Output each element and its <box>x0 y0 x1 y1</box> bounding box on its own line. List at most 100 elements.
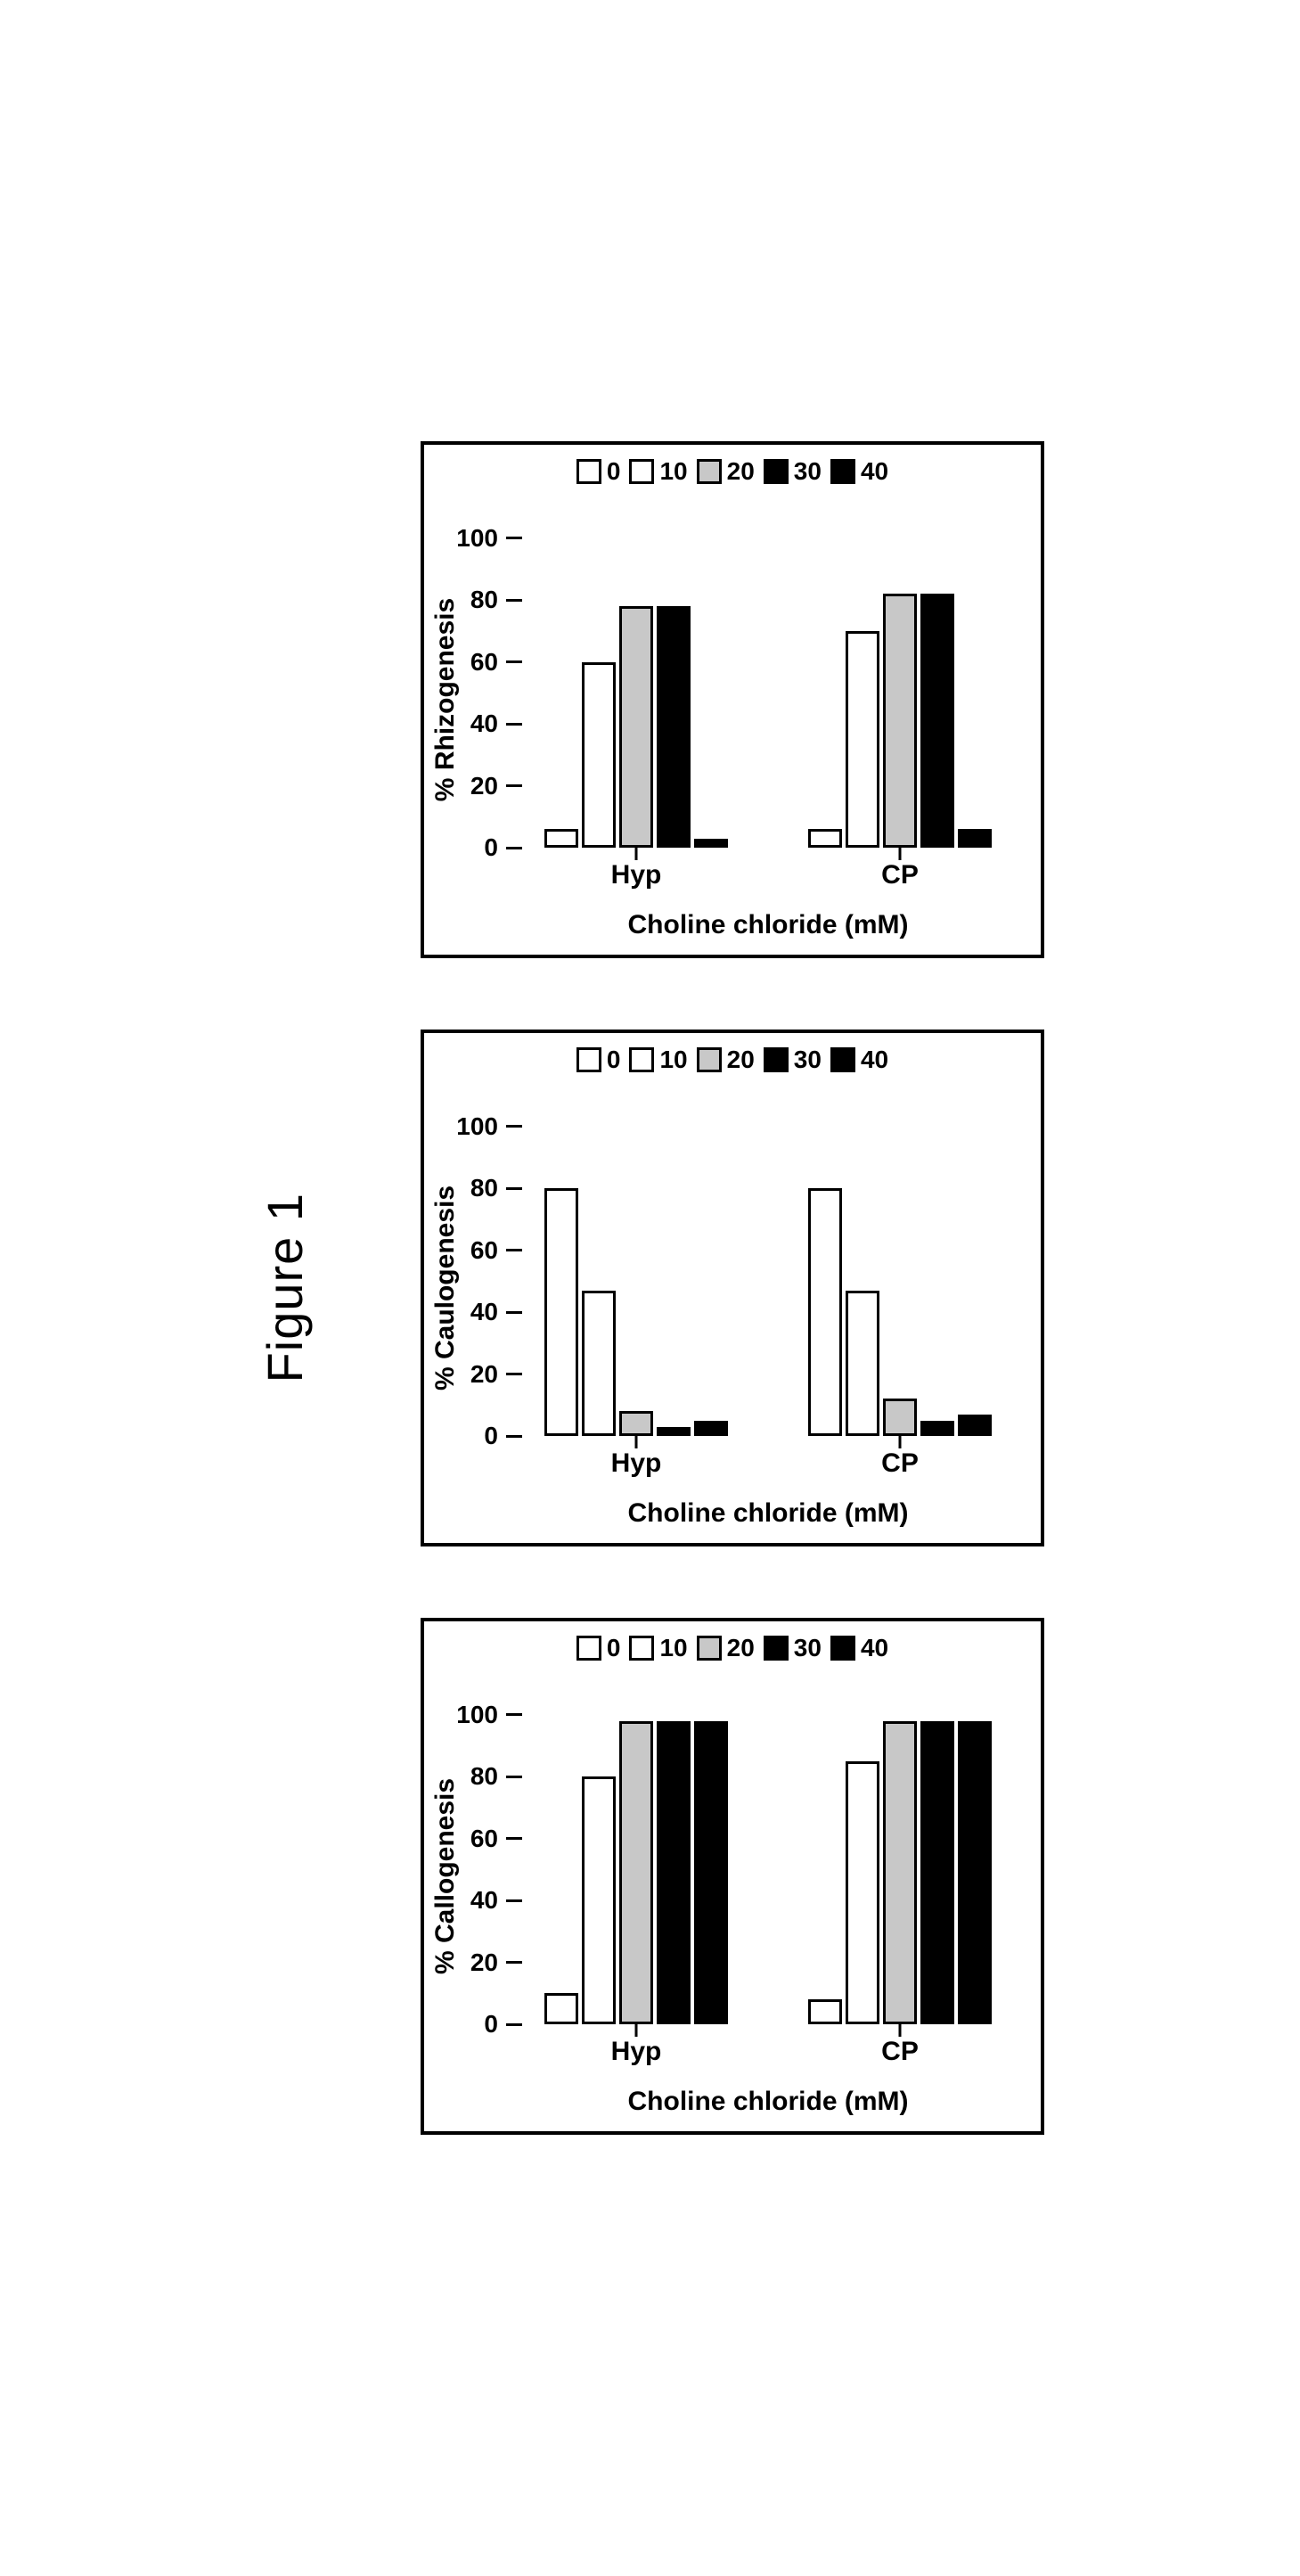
ytick <box>506 1713 522 1716</box>
ytick <box>506 1435 522 1438</box>
legend: 0 10 20 30 40 <box>424 457 1041 486</box>
xaxis-group-label: CP <box>881 1448 919 1479</box>
ytick <box>506 1249 522 1251</box>
plot-area: 020406080100 <box>522 1684 1014 2024</box>
legend-swatch <box>576 1047 601 1072</box>
ytick-label: 0 <box>446 2010 498 2039</box>
xaxis-group-label: CP <box>881 2037 919 2067</box>
xtick <box>899 848 902 860</box>
legend-item: 0 <box>576 457 621 486</box>
xtick <box>635 848 638 860</box>
xtick <box>635 2024 638 2037</box>
legend-item: 20 <box>697 1046 755 1074</box>
chart-rhizo: 0 10 20 30 40 020406080100 Hyp CP % Rhizogenesis… <box>421 441 1044 958</box>
legend-label: 0 <box>607 457 621 486</box>
legend-item: 30 <box>764 1634 822 1662</box>
yaxis-title: % Callogenesis <box>430 1778 461 1974</box>
legend-swatch <box>629 1636 654 1661</box>
ytick <box>506 784 522 787</box>
ytick <box>506 660 522 663</box>
bar <box>958 829 992 848</box>
legend-swatch <box>576 1636 601 1661</box>
bar <box>544 1188 578 1436</box>
ytick-label: 0 <box>446 1422 498 1450</box>
legend-label: 20 <box>727 1046 755 1074</box>
legend-label: 20 <box>727 1634 755 1662</box>
xaxis-group-label: Hyp <box>611 2037 662 2067</box>
bar <box>694 1721 728 2024</box>
legend-item: 10 <box>629 1634 687 1662</box>
xaxis-title: Choline chloride (mM) <box>522 2087 1014 2117</box>
ytick <box>506 1837 522 1840</box>
bar <box>619 606 653 848</box>
bar <box>657 1721 691 2024</box>
ytick <box>506 847 522 849</box>
xaxis-title: Choline chloride (mM) <box>522 1498 1014 1529</box>
bar <box>883 594 917 848</box>
legend-swatch <box>697 1636 722 1661</box>
legend-item: 40 <box>830 1634 888 1662</box>
ytick <box>506 2023 522 2026</box>
bar <box>619 1411 653 1436</box>
bar <box>808 1188 842 1436</box>
legend-swatch <box>764 459 789 484</box>
bar <box>958 1721 992 2024</box>
bar <box>808 1999 842 2024</box>
legend-item: 10 <box>629 457 687 486</box>
ytick <box>506 1125 522 1128</box>
ytick-label: 100 <box>446 524 498 553</box>
legend-item: 30 <box>764 1046 822 1074</box>
legend-label: 40 <box>861 457 888 486</box>
bar <box>846 631 879 848</box>
legend-item: 0 <box>576 1046 621 1074</box>
chart-caulo: 0 10 20 30 40 020406080100 Hyp CP % Caulogenesis… <box>421 1030 1044 1546</box>
legend-label: 30 <box>794 457 822 486</box>
legend-label: 0 <box>607 1046 621 1074</box>
bar <box>694 1421 728 1436</box>
bar <box>582 1776 616 2024</box>
ytick <box>506 1373 522 1375</box>
ytick-label: 0 <box>446 833 498 862</box>
bar <box>846 1761 879 2024</box>
bar <box>544 1993 578 2024</box>
bar <box>883 1721 917 2024</box>
bar <box>619 1721 653 2024</box>
ytick <box>506 1899 522 1902</box>
legend-label: 0 <box>607 1634 621 1662</box>
ytick <box>506 1187 522 1190</box>
xtick <box>899 1436 902 1448</box>
plot-area: 020406080100 <box>522 507 1014 848</box>
ytick <box>506 1961 522 1964</box>
ytick <box>506 599 522 602</box>
legend-swatch <box>576 459 601 484</box>
ytick <box>506 537 522 539</box>
bar <box>657 1427 691 1436</box>
xaxis-group-label: CP <box>881 860 919 890</box>
yaxis-title: % Caulogenesis <box>430 1185 461 1391</box>
legend-swatch <box>830 459 855 484</box>
legend-label: 20 <box>727 457 755 486</box>
bar <box>846 1291 879 1436</box>
xaxis-group-label: Hyp <box>611 1448 662 1479</box>
bar <box>920 594 954 848</box>
ytick <box>506 1776 522 1778</box>
charts-column: 0 10 20 30 40 020406080100 Hyp CP % Rhizogenesis… <box>421 441 1044 2135</box>
bar <box>883 1399 917 1436</box>
ytick-label: 100 <box>446 1701 498 1729</box>
figure-title: Figure 1 <box>256 1193 314 1382</box>
xaxis-group-label: Hyp <box>611 860 662 890</box>
ytick-label: 100 <box>446 1112 498 1141</box>
bar <box>544 829 578 848</box>
legend-label: 10 <box>659 1046 687 1074</box>
bar <box>694 839 728 848</box>
legend-item: 40 <box>830 1046 888 1074</box>
bar <box>582 662 616 848</box>
plot-area: 020406080100 <box>522 1095 1014 1436</box>
legend-item: 10 <box>629 1046 687 1074</box>
bar <box>808 829 842 848</box>
bar <box>920 1421 954 1436</box>
xtick <box>635 1436 638 1448</box>
legend-swatch <box>830 1636 855 1661</box>
legend-swatch <box>697 459 722 484</box>
yaxis-title: % Rhizogenesis <box>430 598 461 801</box>
